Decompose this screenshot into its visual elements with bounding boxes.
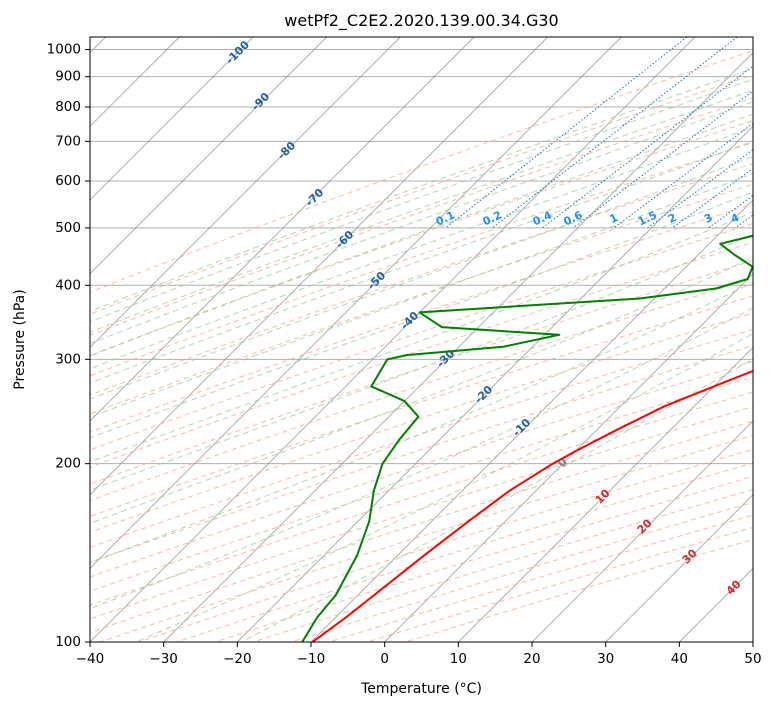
chart-title: wetPf2_C2E2.2020.139.00.34.G30 [284, 11, 558, 31]
dry-adiabat-line [90, 241, 753, 468]
y-tick-label: 600 [55, 173, 81, 189]
y-tick-label: 500 [55, 220, 81, 236]
dry-adiabat-line [90, 345, 753, 563]
moist-adiabat-line [90, 113, 753, 357]
dry-adiabat-line [90, 312, 753, 533]
moist-adiabat-line [90, 281, 753, 564]
moist-adiabat-line [90, 211, 753, 463]
plot-frame [89, 36, 754, 643]
isotherm-line [90, 37, 696, 642]
y-axis-title: Pressure (hPa) [12, 289, 28, 389]
moist-adiabat-line [90, 89, 753, 333]
dewpoint-profile-line [301, 234, 753, 642]
y-tick-label: 700 [55, 133, 81, 149]
isotherm-line [605, 494, 753, 642]
x-tick-label: 20 [523, 651, 540, 667]
x-tick-label: 0 [380, 651, 389, 667]
y-tick-label: 900 [55, 69, 81, 85]
isotherm-line [90, 37, 401, 348]
x-axis-title: Temperature (°C) [360, 681, 482, 697]
dry-adiabat-line [90, 141, 753, 377]
moist-adiabat-line [90, 78, 753, 323]
dry-adiabat-line [90, 260, 753, 485]
isotherm-line [90, 37, 475, 422]
moist-adiabat-line [90, 67, 753, 313]
mixing-ratio-line [647, 148, 753, 229]
moist-adiabat-line [90, 156, 753, 400]
y-axis: 1000 900 800 700 600 500 400 300 200 100 [47, 42, 90, 650]
mixing-ratio-line [613, 122, 753, 229]
isotherm-line [90, 37, 548, 496]
moist-adiabat-line [90, 172, 753, 418]
x-tick-label: −40 [76, 651, 105, 667]
x-tick-label: −20 [223, 651, 252, 667]
plot-background [90, 37, 753, 642]
y-tick-label: 1000 [47, 42, 81, 58]
sounding-profiles [301, 234, 753, 642]
moist-adiabat-line [90, 140, 753, 384]
mixing-ratio-line [492, 37, 738, 229]
x-tick-label: −10 [297, 651, 326, 667]
isotherm-line [90, 37, 327, 275]
moist-adiabat-line [90, 233, 753, 491]
x-axis: −40 −30 −20 −10 0 10 20 30 40 50 [76, 642, 762, 667]
x-tick-label: 30 [597, 651, 614, 667]
dry-adiabat-line [90, 203, 753, 433]
dry-adiabat-line [90, 74, 753, 315]
x-tick-label: 50 [744, 651, 761, 667]
y-tick-label: 100 [55, 634, 81, 650]
isotherm-line [384, 273, 753, 642]
y-tick-label: 200 [55, 456, 81, 472]
pressure-grid [90, 49, 753, 642]
mixing-ratio-line [708, 194, 753, 229]
x-tick-label: 10 [450, 651, 467, 667]
y-tick-label: 400 [55, 277, 81, 293]
dry-adiabat-line [90, 163, 753, 396]
dry-adiabat-line [90, 295, 753, 518]
dry-adiabat-line [90, 50, 753, 293]
moist-adiabat-line [90, 257, 753, 524]
isotherm-line [531, 420, 753, 642]
isotherm-line [90, 37, 254, 201]
isotherm-line [163, 52, 753, 642]
x-tick-label: −30 [149, 651, 178, 667]
dry-adiabat-line [90, 391, 753, 606]
isotherm-line [90, 37, 622, 569]
moist-adiabat-line [90, 126, 753, 370]
isotherm-line [458, 346, 753, 642]
mixing-ratio-line [572, 90, 753, 229]
y-tick-label: 800 [55, 99, 81, 115]
moist-adiabat-line [135, 333, 753, 642]
mixing-ratio-line [445, 37, 688, 229]
x-tick-label: 40 [671, 651, 688, 667]
y-tick-label: 300 [55, 351, 81, 367]
temperature-profile-line [311, 369, 753, 642]
